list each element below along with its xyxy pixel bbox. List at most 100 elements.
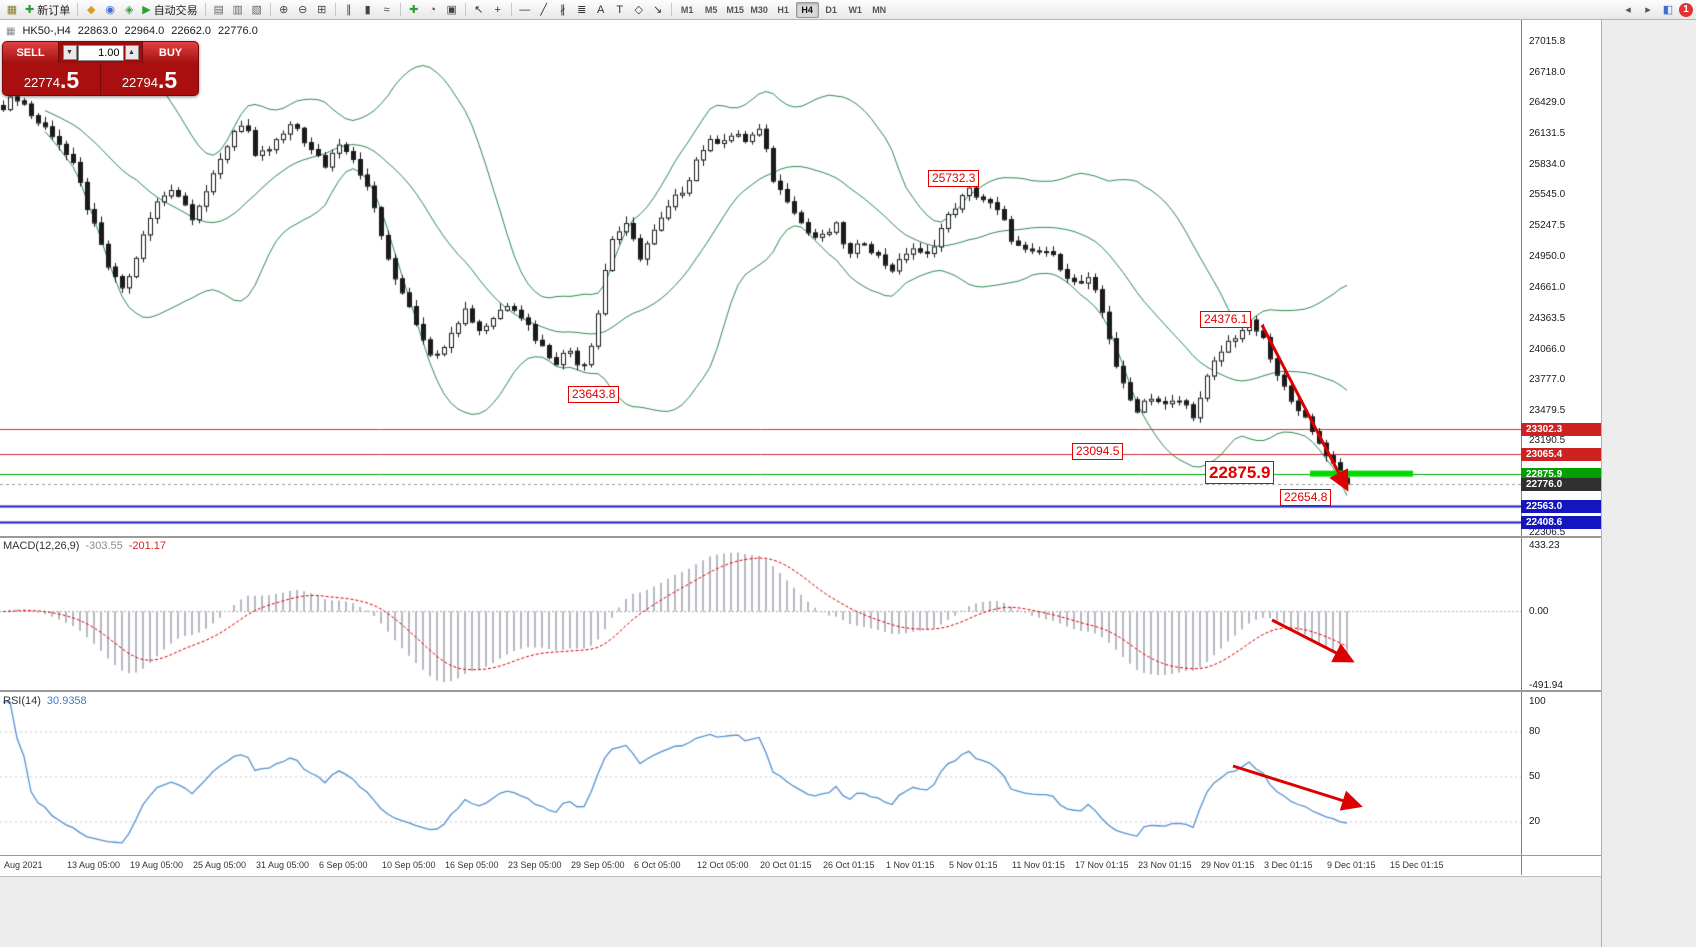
volume-increase-button[interactable]: ▲	[124, 45, 139, 60]
timeframe-d1-button[interactable]: D1	[825, 4, 837, 15]
volume-control: ▼ ▲	[59, 42, 142, 63]
toolbar-separator	[77, 3, 79, 16]
price-axis-label: 26429.0	[1529, 97, 1566, 109]
bar-chart-button[interactable]: ∥	[340, 1, 358, 18]
autotrading-button[interactable]: ▶ 自动交易	[139, 1, 200, 18]
text-label-button[interactable]: T	[611, 1, 629, 18]
objects-list-icon[interactable]: ▥	[229, 1, 247, 18]
line-chart-glyph: ≈	[383, 3, 390, 16]
community-icon[interactable]: ◧	[1659, 1, 1677, 18]
scroll-charts-left-icon[interactable]: ◂	[1619, 1, 1637, 18]
templates-button[interactable]: ▣	[443, 1, 461, 18]
scroll-charts-right-icon[interactable]: ▸	[1639, 1, 1657, 18]
shapes-button[interactable]: ◇	[630, 1, 648, 18]
timeframe-m1-button[interactable]: M1	[680, 4, 694, 15]
toolbar-separator	[510, 3, 512, 16]
sell-price-big: .5	[59, 67, 80, 93]
toolbar-right: ◂ ▸ ◧ 1	[1619, 1, 1693, 18]
price-axis[interactable]	[1521, 20, 1601, 875]
volume-input[interactable]	[77, 44, 124, 61]
time-axis-label: 20 Oct 01:15	[760, 860, 812, 870]
macd-label: MACD(12,26,9) -303.55 -201.17	[3, 540, 166, 552]
horizontal-line-button[interactable]: ―	[516, 1, 534, 18]
rsi-value: 30.9358	[46, 695, 87, 707]
time-axis-label: 23 Sep 05:00	[508, 860, 562, 870]
zoom-out-button[interactable]: ⊖	[294, 1, 312, 18]
candlestick-chart-button[interactable]: ▮	[359, 1, 377, 18]
cursor-glyph: ↖	[474, 4, 484, 16]
sound-icon[interactable]: ◈	[120, 1, 138, 18]
rsi-axis-label: 20	[1529, 816, 1541, 827]
timeframe-m15-button[interactable]: M15	[726, 4, 744, 15]
close-value: 22776.0	[218, 25, 258, 37]
time-axis-label: 5 Nov 01:15	[949, 860, 998, 870]
cursor-button[interactable]: ↖	[470, 1, 488, 18]
trendline-button[interactable]: ╱	[535, 1, 553, 18]
sell-price-main: 22774	[23, 75, 60, 90]
timeframe-h4-button[interactable]: H4	[795, 1, 819, 18]
rsi-indicator-canvas[interactable]	[0, 692, 1521, 855]
price-annotation: 22875.9	[1205, 461, 1275, 484]
time-axis[interactable]: Aug 2021 13 Aug 05:00 19 Aug 05:00 25 Aug 0…	[0, 856, 1521, 876]
sell-button[interactable]: SELL	[3, 42, 59, 63]
macd-axis-label: -491.94	[1529, 680, 1563, 691]
timeframe-m30-button[interactable]: M30	[750, 4, 768, 15]
timeframe-m5-button[interactable]: M5	[704, 4, 718, 15]
text-glyph: A	[597, 3, 605, 16]
crosshair-glyph: +	[494, 3, 501, 16]
arrows-tool-button[interactable]: ↘	[649, 1, 667, 18]
price-axis-label: 23479.5	[1529, 404, 1566, 416]
timeframe-mn-button[interactable]: MN	[872, 4, 887, 15]
main-chart-canvas[interactable]	[0, 20, 1521, 536]
profile-icon-glyph: ◉	[105, 4, 116, 16]
timeframe-h1-button[interactable]: H1	[777, 4, 789, 15]
price-axis-label: 25545.0	[1529, 189, 1566, 201]
rsi-axis-label: 100	[1529, 696, 1546, 707]
time-axis-label: 29 Nov 01:15	[1201, 860, 1255, 870]
price-axis-marker: 22875.9	[1521, 467, 1601, 481]
price-axis-marker: 22563.0	[1521, 500, 1601, 514]
profile-icon[interactable]: ◉	[101, 1, 119, 18]
time-axis-label: 16 Sep 05:00	[445, 860, 499, 870]
horizontal-line-glyph: ―	[519, 3, 531, 16]
tile-windows-button[interactable]: ⊞	[313, 1, 331, 18]
time-axis-label: 3 Dec 01:15	[1264, 860, 1313, 870]
time-axis-label: 19 Aug 05:00	[130, 860, 184, 870]
crosshair-button[interactable]: +	[489, 1, 507, 18]
timeframe-w1-button[interactable]: W1	[848, 4, 862, 15]
indicator-window-icon[interactable]: ▤	[210, 1, 228, 18]
favorites-icon[interactable]: ◆	[82, 1, 100, 18]
panel-resize-separator[interactable]	[0, 690, 1601, 692]
panel-resize-separator[interactable]	[0, 536, 1601, 538]
one-click-trading-widget: SELL ▼ ▲ BUY 22774 .5 22794 .5	[2, 41, 199, 96]
toolbar-separator	[269, 3, 271, 16]
time-axis-label: 29 Sep 05:00	[571, 860, 625, 870]
zoom-in-button[interactable]: ⊕	[275, 1, 293, 18]
depth-of-market-icon[interactable]: ▧	[248, 1, 266, 18]
period-button[interactable]: ◔	[424, 1, 442, 18]
new-order-button[interactable]: ✚ 新订单	[22, 1, 73, 18]
sell-price[interactable]: 22774 .5	[3, 63, 101, 95]
channel-button[interactable]: ∦	[554, 1, 572, 18]
price-axis-marker: 23302.3	[1521, 423, 1601, 437]
text-button[interactable]: A	[592, 1, 610, 18]
notification-badge[interactable]: 1	[1679, 2, 1693, 17]
toolbar-separator	[464, 3, 466, 16]
macd-indicator-canvas[interactable]	[0, 538, 1521, 690]
zoom-out-glyph: ⊖	[298, 4, 308, 16]
chart-ohlc-info: ▦ HK50-,H4 22863.0 22964.0 22662.0 22776…	[6, 25, 258, 37]
fibonacci-button[interactable]: ≣	[573, 1, 591, 18]
buy-price[interactable]: 22794 .5	[101, 63, 198, 95]
buy-button[interactable]: BUY	[142, 42, 198, 63]
add-indicator-button[interactable]: ✚	[405, 1, 423, 18]
time-axis-label: 17 Nov 01:15	[1075, 860, 1129, 870]
price-annotation: 22654.8	[1280, 489, 1332, 506]
volume-decrease-button[interactable]: ▼	[62, 45, 77, 60]
timeframe-buttons: M1 M5 M15 M30 H1 H4 D1 W1 MN	[676, 1, 891, 18]
bottom-empty-area	[0, 876, 1601, 947]
line-chart-button[interactable]: ≈	[378, 1, 396, 18]
time-axis-label: 1 Nov 01:15	[886, 860, 935, 870]
chart-window-icon: ▦	[6, 25, 16, 37]
charts-list-icon[interactable]: ▦	[3, 1, 21, 18]
toolbar-separator	[204, 3, 206, 16]
